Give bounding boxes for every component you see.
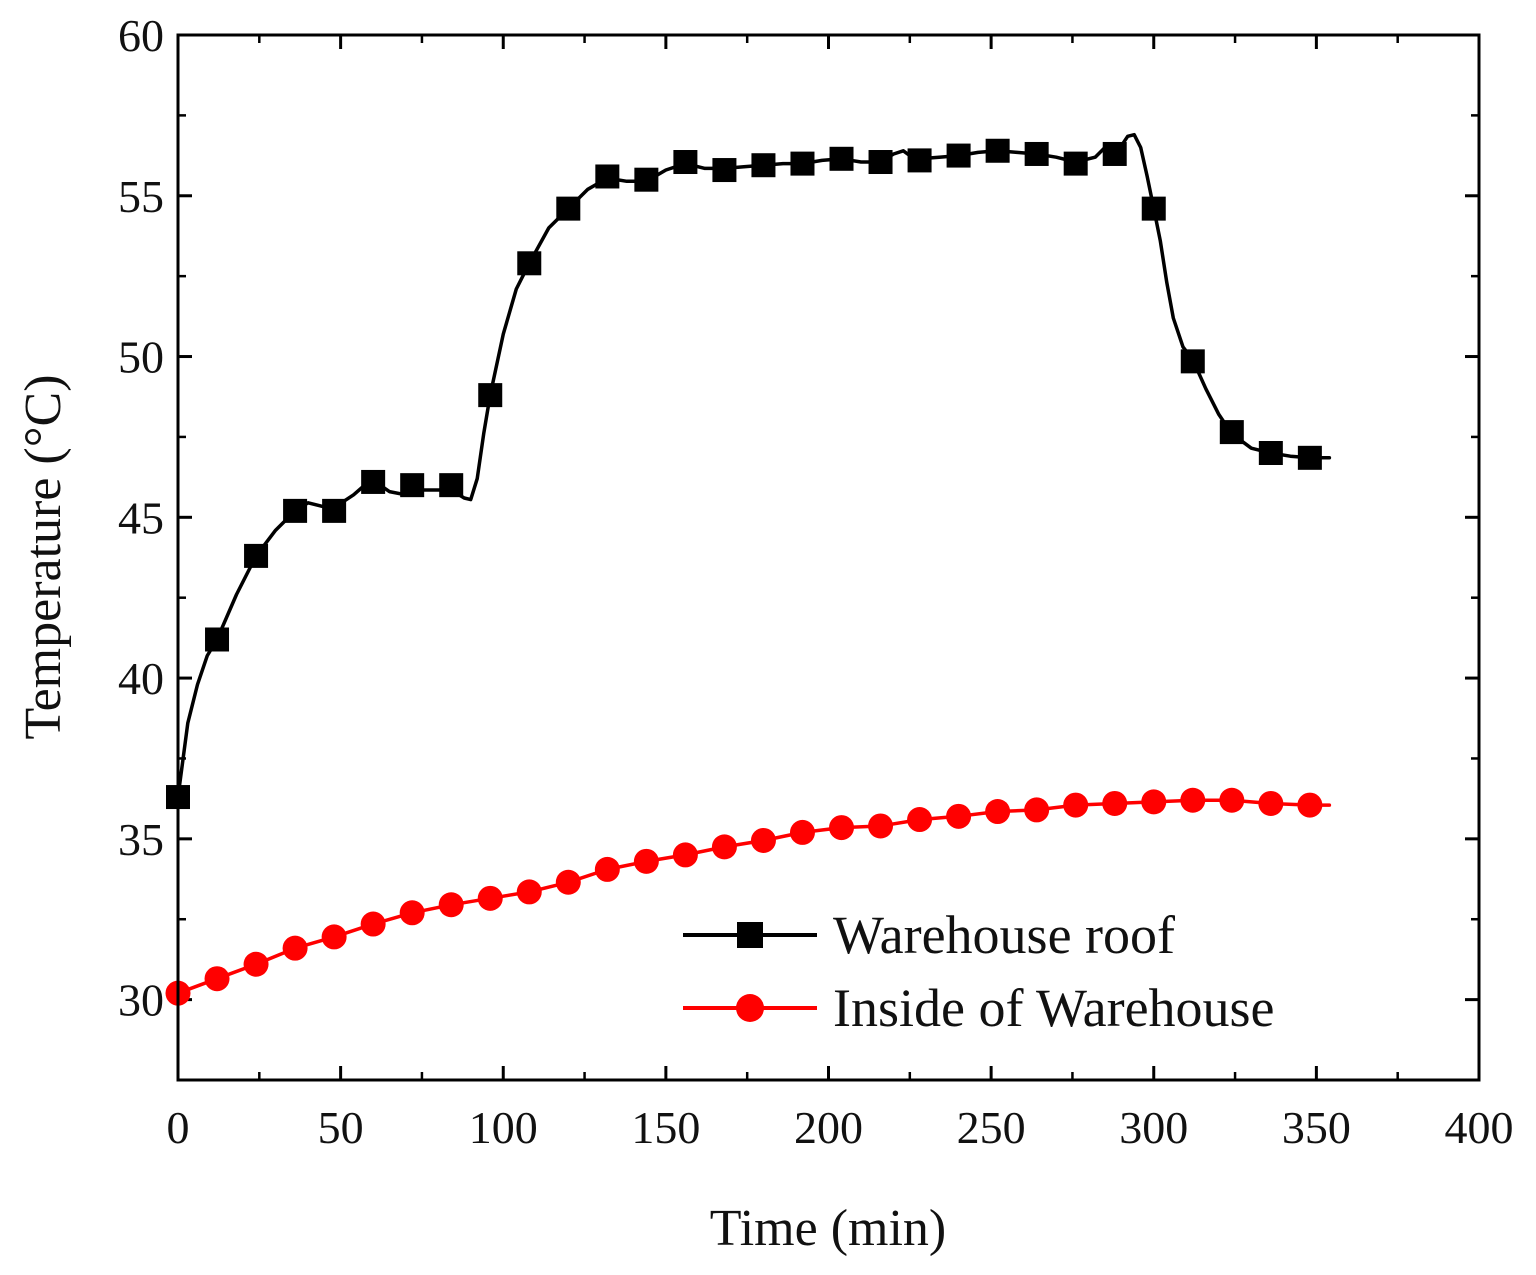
series-warehouse-roof bbox=[166, 132, 1332, 810]
data-point-warehouse-roof bbox=[595, 164, 620, 189]
x-tick-label: 400 bbox=[1445, 1102, 1514, 1153]
data-point-inside-of-warehouse bbox=[711, 834, 737, 860]
legend-marker-warehouse-roof bbox=[737, 922, 763, 948]
data-point-inside-of-warehouse bbox=[360, 911, 386, 937]
legend-label-inside-of-warehouse: Inside of Warehouse bbox=[833, 978, 1275, 1038]
data-point-inside-of-warehouse bbox=[1258, 790, 1284, 816]
x-tick-label: 350 bbox=[1282, 1102, 1351, 1153]
data-point-inside-of-warehouse bbox=[946, 803, 972, 829]
data-point-inside-of-warehouse bbox=[985, 799, 1011, 825]
y-tick-label: 55 bbox=[118, 171, 164, 222]
data-point-warehouse-roof bbox=[1102, 141, 1127, 166]
data-point-inside-of-warehouse bbox=[633, 848, 659, 874]
x-tick-label: 150 bbox=[631, 1102, 700, 1153]
y-tick-label: 30 bbox=[118, 975, 164, 1026]
data-point-warehouse-roof bbox=[712, 158, 737, 183]
legend-entry-inside-of-warehouse: Inside of Warehouse bbox=[683, 978, 1275, 1038]
data-point-warehouse-roof bbox=[790, 151, 815, 176]
y-tick-labels: 30 35 40 45 50 55 60 bbox=[118, 10, 164, 1026]
data-point-warehouse-roof bbox=[1024, 141, 1049, 166]
y-tick-label: 40 bbox=[118, 653, 164, 704]
data-point-warehouse-roof bbox=[829, 146, 854, 171]
data-point-warehouse-roof bbox=[634, 167, 659, 192]
legend-marker-inside-of-warehouse bbox=[736, 994, 764, 1022]
series-inside-of-warehouse bbox=[165, 787, 1332, 1006]
data-point-warehouse-roof bbox=[478, 383, 503, 408]
data-point-warehouse-roof bbox=[439, 473, 464, 498]
data-point-inside-of-warehouse bbox=[1063, 792, 1089, 818]
y-tick-label: 50 bbox=[118, 332, 164, 383]
y-tick-label: 60 bbox=[118, 10, 164, 61]
data-point-inside-of-warehouse bbox=[750, 827, 776, 853]
data-point-inside-of-warehouse bbox=[829, 815, 855, 841]
data-point-inside-of-warehouse bbox=[1141, 789, 1167, 815]
x-tick-label: 100 bbox=[469, 1102, 538, 1153]
data-point-warehouse-roof bbox=[946, 143, 971, 168]
x-tick-label: 50 bbox=[318, 1102, 364, 1153]
plot-frame bbox=[176, 33, 1481, 1082]
data-point-inside-of-warehouse bbox=[1297, 792, 1323, 818]
data-point-warehouse-roof bbox=[1141, 196, 1166, 221]
data-point-warehouse-roof bbox=[1297, 445, 1322, 470]
data-point-warehouse-roof bbox=[1219, 420, 1244, 445]
data-point-warehouse-roof bbox=[673, 150, 698, 175]
x-tick-label: 200 bbox=[794, 1102, 863, 1153]
data-point-warehouse-roof bbox=[1063, 151, 1088, 176]
data-point-warehouse-roof bbox=[361, 469, 386, 494]
legend-label-warehouse-roof: Warehouse roof bbox=[833, 905, 1175, 965]
data-point-warehouse-roof bbox=[244, 543, 269, 568]
data-point-inside-of-warehouse bbox=[438, 892, 464, 918]
data-point-inside-of-warehouse bbox=[243, 951, 269, 977]
data-point-warehouse-roof bbox=[907, 148, 932, 173]
legend: Warehouse roof Inside of Warehouse bbox=[683, 905, 1275, 1038]
y-tick-label: 45 bbox=[118, 492, 164, 543]
y-axis-title: Temperature (°C) bbox=[15, 374, 72, 739]
data-point-warehouse-roof bbox=[985, 138, 1010, 163]
x-tick-label: 250 bbox=[957, 1102, 1026, 1153]
data-point-warehouse-roof bbox=[322, 498, 347, 523]
data-point-inside-of-warehouse bbox=[516, 879, 542, 905]
data-point-warehouse-roof bbox=[1180, 349, 1205, 374]
data-point-inside-of-warehouse bbox=[282, 935, 308, 961]
data-point-inside-of-warehouse bbox=[1102, 790, 1128, 816]
y-tick-label: 35 bbox=[118, 814, 164, 865]
data-point-warehouse-roof bbox=[517, 251, 542, 276]
data-point-inside-of-warehouse bbox=[399, 900, 425, 926]
x-tick-label: 0 bbox=[167, 1102, 190, 1153]
data-point-inside-of-warehouse bbox=[594, 856, 620, 882]
data-point-inside-of-warehouse bbox=[477, 885, 503, 911]
data-point-inside-of-warehouse bbox=[868, 813, 894, 839]
data-point-warehouse-roof bbox=[868, 150, 893, 175]
data-point-warehouse-roof bbox=[1258, 441, 1283, 465]
data-point-inside-of-warehouse bbox=[1180, 787, 1206, 813]
legend-entry-warehouse-roof: Warehouse roof bbox=[683, 905, 1175, 965]
data-point-inside-of-warehouse bbox=[1024, 797, 1050, 823]
data-point-warehouse-roof bbox=[751, 153, 776, 178]
data-point-inside-of-warehouse bbox=[907, 807, 933, 833]
x-tick-label: 300 bbox=[1119, 1102, 1188, 1153]
x-tick-labels: 0 50 100 150 200 250 300 350 400 bbox=[167, 1102, 1514, 1153]
data-point-warehouse-roof bbox=[205, 627, 230, 652]
data-point-inside-of-warehouse bbox=[321, 924, 347, 950]
data-point-warehouse-roof bbox=[283, 498, 308, 523]
data-point-inside-of-warehouse bbox=[672, 842, 698, 868]
data-point-warehouse-roof bbox=[556, 196, 581, 221]
x-axis-title: Time (min) bbox=[710, 1200, 946, 1257]
data-point-inside-of-warehouse bbox=[789, 819, 815, 845]
data-point-inside-of-warehouse bbox=[1219, 787, 1245, 813]
series-layer bbox=[165, 132, 1332, 1006]
data-point-inside-of-warehouse bbox=[555, 869, 581, 895]
data-point-warehouse-roof bbox=[400, 473, 425, 498]
data-point-inside-of-warehouse bbox=[204, 966, 230, 992]
